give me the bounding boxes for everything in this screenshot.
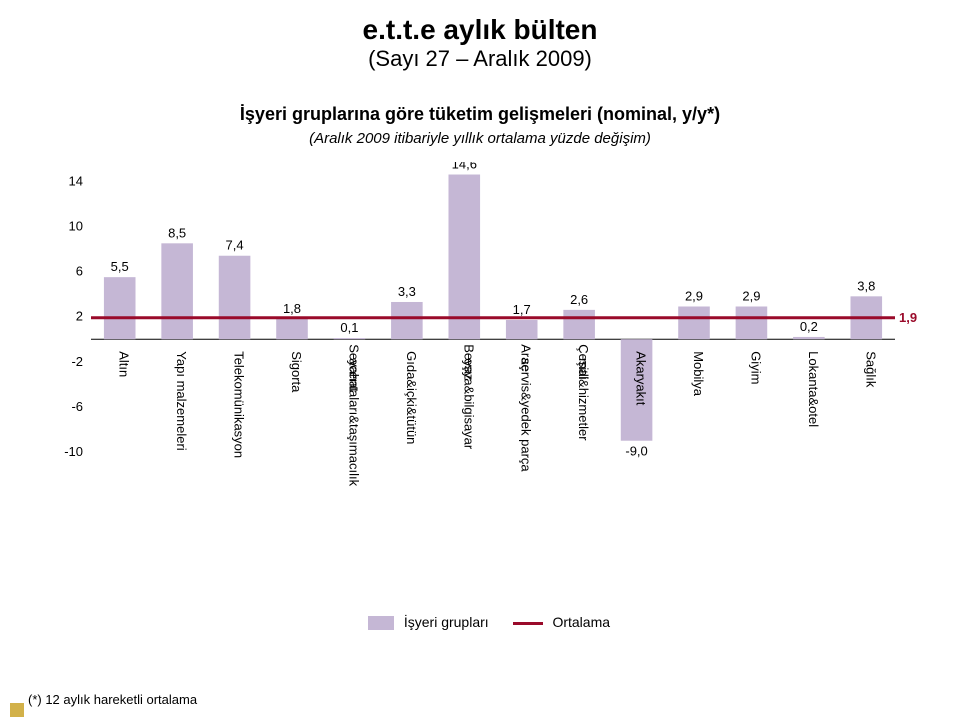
svg-text:Sigorta: Sigorta [289, 351, 304, 393]
legend-line-swatch [513, 622, 543, 625]
bar-line-chart: -10 -6 -2 2 6 10 14 5,5 Altın 8,5 Yapı malzemeleri… [55, 162, 925, 592]
footnote: (*) 12 aylık hareketli ortalama [28, 692, 197, 707]
svg-text:14,6: 14,6 [452, 162, 477, 172]
svg-text:Giyim: Giyim [748, 351, 763, 384]
svg-text:10: 10 [69, 218, 83, 233]
svg-text:-2: -2 [71, 354, 83, 369]
legend-bar-swatch [368, 616, 394, 630]
svg-text:Seyahatacentaları&taşımacılık: Seyahatacentaları&taşımacılık [346, 344, 361, 486]
svg-text:1,8: 1,8 [283, 301, 301, 316]
svg-text:3,8: 3,8 [857, 278, 875, 293]
svg-text:Yapı malzemeleri: Yapı malzemeleri [174, 351, 189, 451]
svg-text:0,1: 0,1 [340, 320, 358, 335]
svg-text:3,3: 3,3 [398, 284, 416, 299]
svg-text:2,9: 2,9 [742, 288, 760, 303]
svg-text:-9,0: -9,0 [625, 444, 647, 459]
page-title-sub: (Sayı 27 – Aralık 2009) [368, 46, 592, 71]
svg-text:Çeşitlimal&hizmetler: Çeşitlimal&hizmetler [576, 344, 591, 441]
svg-text:Sağlık: Sağlık [863, 351, 878, 388]
svg-text:Beyazeşya&bilgisayar: Beyazeşya&bilgisayar [461, 344, 476, 450]
svg-text:2,6: 2,6 [570, 292, 588, 307]
svg-text:8,5: 8,5 [168, 225, 186, 240]
chart-subtitle: (Aralık 2009 itibariyle yıllık ortalama … [0, 130, 960, 147]
svg-text:7,4: 7,4 [226, 238, 244, 253]
corner-decoration [10, 703, 24, 717]
svg-text:Akaryakıt: Akaryakıt [634, 351, 649, 406]
svg-text:Araçservis&yedek parça: Araçservis&yedek parça [519, 344, 534, 472]
svg-text:-6: -6 [71, 399, 83, 414]
svg-text:5,5: 5,5 [111, 259, 129, 274]
chart-title: İşyeri gruplarına göre tüketim gelişmele… [0, 104, 960, 125]
svg-text:Gıda&içki&tütün: Gıda&içki&tütün [404, 351, 419, 444]
svg-text:1,7: 1,7 [513, 302, 531, 317]
svg-text:Lokanta&otel: Lokanta&otel [806, 351, 821, 427]
svg-text:6: 6 [76, 264, 83, 279]
chart-legend: İşyeri grupları Ortalama [0, 614, 960, 630]
chart-container: -10 -6 -2 2 6 10 14 5,5 Altın 8,5 Yapı malzemeleri… [55, 162, 925, 592]
svg-text:0,2: 0,2 [800, 319, 818, 334]
svg-text:2: 2 [76, 309, 83, 324]
page-title-main: e.t.t.e aylık bülten [363, 14, 598, 45]
legend-line-label: Ortalama [552, 614, 610, 630]
legend-bar-label: İşyeri grupları [404, 614, 489, 630]
svg-text:14: 14 [69, 173, 83, 188]
svg-text:1,9: 1,9 [899, 310, 917, 325]
svg-text:Telekomünikasyon: Telekomünikasyon [232, 351, 247, 458]
svg-text:-10: -10 [64, 444, 83, 459]
svg-text:2,9: 2,9 [685, 288, 703, 303]
svg-text:Mobilya: Mobilya [691, 351, 706, 397]
svg-text:Altın: Altın [117, 351, 132, 377]
